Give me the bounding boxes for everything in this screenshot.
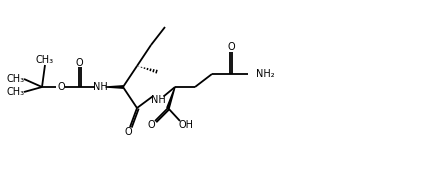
Text: OH: OH bbox=[179, 120, 194, 130]
Text: NH₂: NH₂ bbox=[256, 69, 274, 79]
Text: O: O bbox=[227, 42, 235, 52]
Text: O: O bbox=[75, 57, 83, 68]
Text: CH₃: CH₃ bbox=[7, 74, 25, 84]
Polygon shape bbox=[167, 87, 175, 108]
Text: CH₃: CH₃ bbox=[7, 87, 25, 97]
Text: O: O bbox=[147, 120, 155, 130]
Polygon shape bbox=[106, 86, 123, 88]
Text: O: O bbox=[125, 127, 132, 137]
Text: NH: NH bbox=[151, 95, 165, 105]
Text: O: O bbox=[57, 82, 65, 92]
Text: NH: NH bbox=[93, 82, 107, 92]
Text: CH₃: CH₃ bbox=[36, 55, 54, 65]
